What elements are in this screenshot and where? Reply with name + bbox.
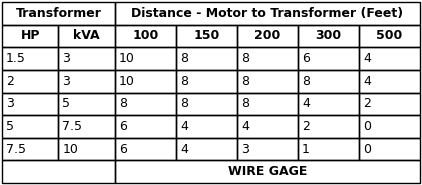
Bar [58, 138, 115, 160]
Text: 10: 10 [119, 52, 135, 65]
Text: 2: 2 [363, 97, 371, 110]
Bar [176, 115, 237, 138]
Text: 8: 8 [119, 97, 127, 110]
Bar [115, 160, 420, 183]
Text: WIRE GAGE: WIRE GAGE [228, 165, 307, 178]
Text: 0: 0 [363, 120, 371, 133]
Bar [2, 138, 58, 160]
Bar [359, 70, 420, 92]
Text: 8: 8 [241, 75, 249, 88]
Bar [58, 25, 115, 47]
Bar [115, 138, 176, 160]
Text: 7.5: 7.5 [6, 143, 26, 156]
Bar [2, 115, 58, 138]
Bar [58, 47, 115, 70]
Text: 4: 4 [363, 52, 371, 65]
Text: 6: 6 [119, 120, 127, 133]
Bar [298, 47, 359, 70]
Text: 1: 1 [302, 143, 310, 156]
Text: 10: 10 [62, 143, 78, 156]
Bar [359, 138, 420, 160]
Bar [2, 47, 58, 70]
Bar [359, 25, 420, 47]
Bar [115, 92, 176, 115]
Bar [58, 115, 115, 138]
Text: 3: 3 [6, 97, 14, 110]
Bar [298, 25, 359, 47]
Text: 8: 8 [180, 52, 188, 65]
Text: 2: 2 [6, 75, 14, 88]
Text: 4: 4 [180, 120, 188, 133]
Text: 3: 3 [62, 52, 70, 65]
Bar [115, 70, 176, 92]
Text: 4: 4 [363, 75, 371, 88]
Bar [58, 70, 115, 92]
Text: 500: 500 [376, 29, 403, 42]
Text: kVA: kVA [73, 29, 100, 42]
Bar [176, 138, 237, 160]
Bar [58, 92, 115, 115]
Text: 6: 6 [119, 143, 127, 156]
Bar [359, 47, 420, 70]
Bar [359, 115, 420, 138]
Bar [115, 25, 176, 47]
Bar [2, 70, 58, 92]
Text: 8: 8 [302, 75, 310, 88]
Bar [237, 138, 298, 160]
Bar [237, 25, 298, 47]
Text: 200: 200 [254, 29, 281, 42]
Bar [176, 92, 237, 115]
Bar [2, 92, 58, 115]
Bar [115, 2, 420, 25]
Text: 4: 4 [180, 143, 188, 156]
Bar [2, 25, 58, 47]
Bar [298, 115, 359, 138]
Bar [237, 47, 298, 70]
Text: HP: HP [20, 29, 40, 42]
Text: Transformer: Transformer [16, 7, 101, 20]
Text: 4: 4 [241, 120, 249, 133]
Text: 8: 8 [180, 75, 188, 88]
Text: 300: 300 [315, 29, 341, 42]
Bar [237, 115, 298, 138]
Text: 8: 8 [180, 97, 188, 110]
Text: 7.5: 7.5 [62, 120, 82, 133]
Bar [176, 70, 237, 92]
Text: 5: 5 [6, 120, 14, 133]
Text: 8: 8 [241, 52, 249, 65]
Text: 6: 6 [302, 52, 310, 65]
Text: Distance - Motor to Transformer (Feet): Distance - Motor to Transformer (Feet) [131, 7, 403, 20]
Text: 3: 3 [241, 143, 249, 156]
Bar [298, 138, 359, 160]
Bar [298, 92, 359, 115]
Bar [176, 47, 237, 70]
Text: 150: 150 [193, 29, 219, 42]
Text: 0: 0 [363, 143, 371, 156]
Bar [176, 25, 237, 47]
Text: 2: 2 [302, 120, 310, 133]
Text: 1.5: 1.5 [6, 52, 26, 65]
Text: 3: 3 [62, 75, 70, 88]
Text: 4: 4 [302, 97, 310, 110]
Text: 5: 5 [62, 97, 70, 110]
Bar [115, 115, 176, 138]
Bar [2, 160, 115, 183]
Bar [237, 70, 298, 92]
Text: 100: 100 [132, 29, 159, 42]
Bar [298, 70, 359, 92]
Bar [359, 92, 420, 115]
Bar [237, 92, 298, 115]
Bar [2, 2, 115, 25]
Text: 10: 10 [119, 75, 135, 88]
Bar [115, 47, 176, 70]
Text: 8: 8 [241, 97, 249, 110]
